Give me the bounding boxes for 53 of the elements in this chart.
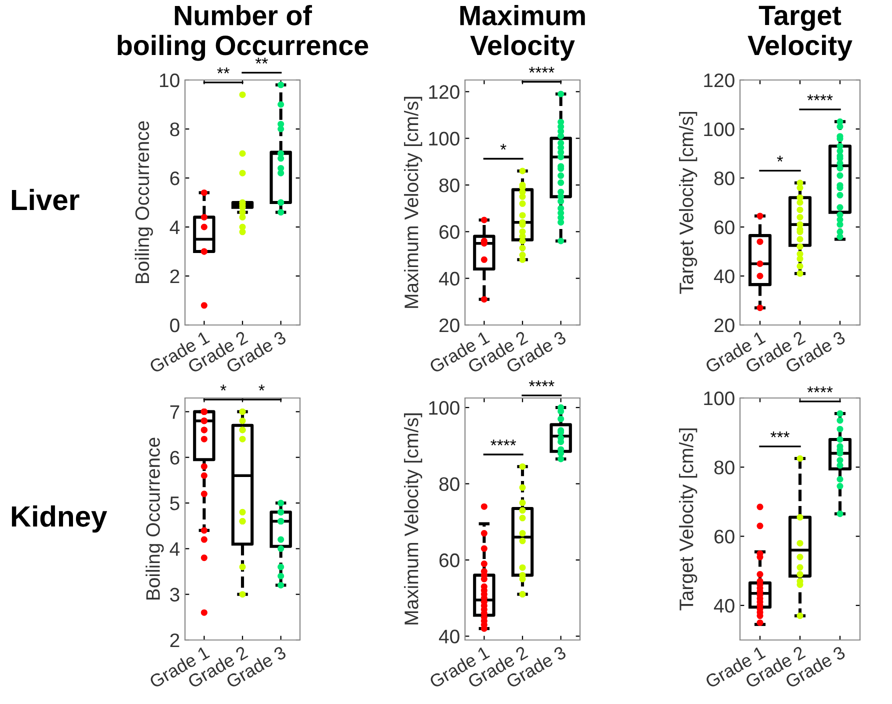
y-axis-title: Boiling Occurrence <box>146 438 164 600</box>
y-tick-label: 2 <box>170 633 180 648</box>
chart-title: Maximum Velocity <box>460 4 585 61</box>
y-axis-title: Boiling Occurrence <box>134 121 153 284</box>
y-tick-label: 80 <box>714 171 734 186</box>
y-tick-label: 100 <box>429 132 460 146</box>
y-tick-label: 40 <box>714 269 734 284</box>
text: * <box>220 384 226 391</box>
y-tick-label: 3 <box>170 588 180 602</box>
y-tick-label: 40 <box>714 598 734 613</box>
chart-title: Target Velocity <box>748 6 852 61</box>
y-tick-label: 80 <box>714 460 734 474</box>
annotation: * <box>500 144 506 150</box>
text: ** <box>217 68 230 74</box>
text: **** <box>528 66 554 73</box>
text: * <box>258 384 265 391</box>
y-tick-label: 60 <box>440 553 460 568</box>
text: **** <box>528 380 554 386</box>
y-tick-label: 4 <box>170 220 180 234</box>
y-tick-label: 5 <box>170 496 180 510</box>
y-tick-label: 120 <box>429 85 460 99</box>
y-tick-label: 100 <box>704 391 734 406</box>
y-tick-label: 40 <box>438 630 460 644</box>
y-tick-label: 20 <box>439 318 460 332</box>
y-axis-title: Target Velocity [cm/s] <box>679 428 698 610</box>
y-tick-label: 2 <box>170 269 180 284</box>
text: Liver <box>12 188 80 210</box>
y-tick-label: 60 <box>714 530 734 544</box>
annotation: *** <box>770 431 790 438</box>
y-tick-label: 80 <box>439 477 460 491</box>
y-tick-label: 60 <box>440 225 460 239</box>
y-tick-label: 4 <box>170 542 180 556</box>
y-tick-label: 120 <box>704 73 734 88</box>
y-tick-label: 100 <box>429 400 460 415</box>
y-axis-title: Maximum Velocity [cm/s] <box>404 96 422 308</box>
y-tick-label: 8 <box>170 122 180 136</box>
y-tick-label: 100 <box>704 122 734 136</box>
text: Kidney <box>12 505 108 533</box>
y-axis-title: Target Velocity [cm/s] <box>679 112 698 294</box>
y-tick-label: 6 <box>170 450 180 465</box>
y-tick-label: 40 <box>438 272 460 286</box>
annotation: **** <box>807 94 833 100</box>
y-tick-label: 6 <box>170 171 180 186</box>
annotation: **** <box>490 440 516 446</box>
y-tick-label: 60 <box>714 220 734 234</box>
y-tick-label: 10 <box>160 73 180 88</box>
annotation: * <box>777 156 783 162</box>
y-tick-label: 0 <box>170 318 180 332</box>
y-tick-label: 20 <box>714 318 734 332</box>
y-tick-label: 7 <box>170 405 180 419</box>
text: **** <box>807 386 833 392</box>
y-axis-title: Maximum Velocity [cm/s] <box>404 413 422 624</box>
y-tick-label: 80 <box>439 178 460 192</box>
